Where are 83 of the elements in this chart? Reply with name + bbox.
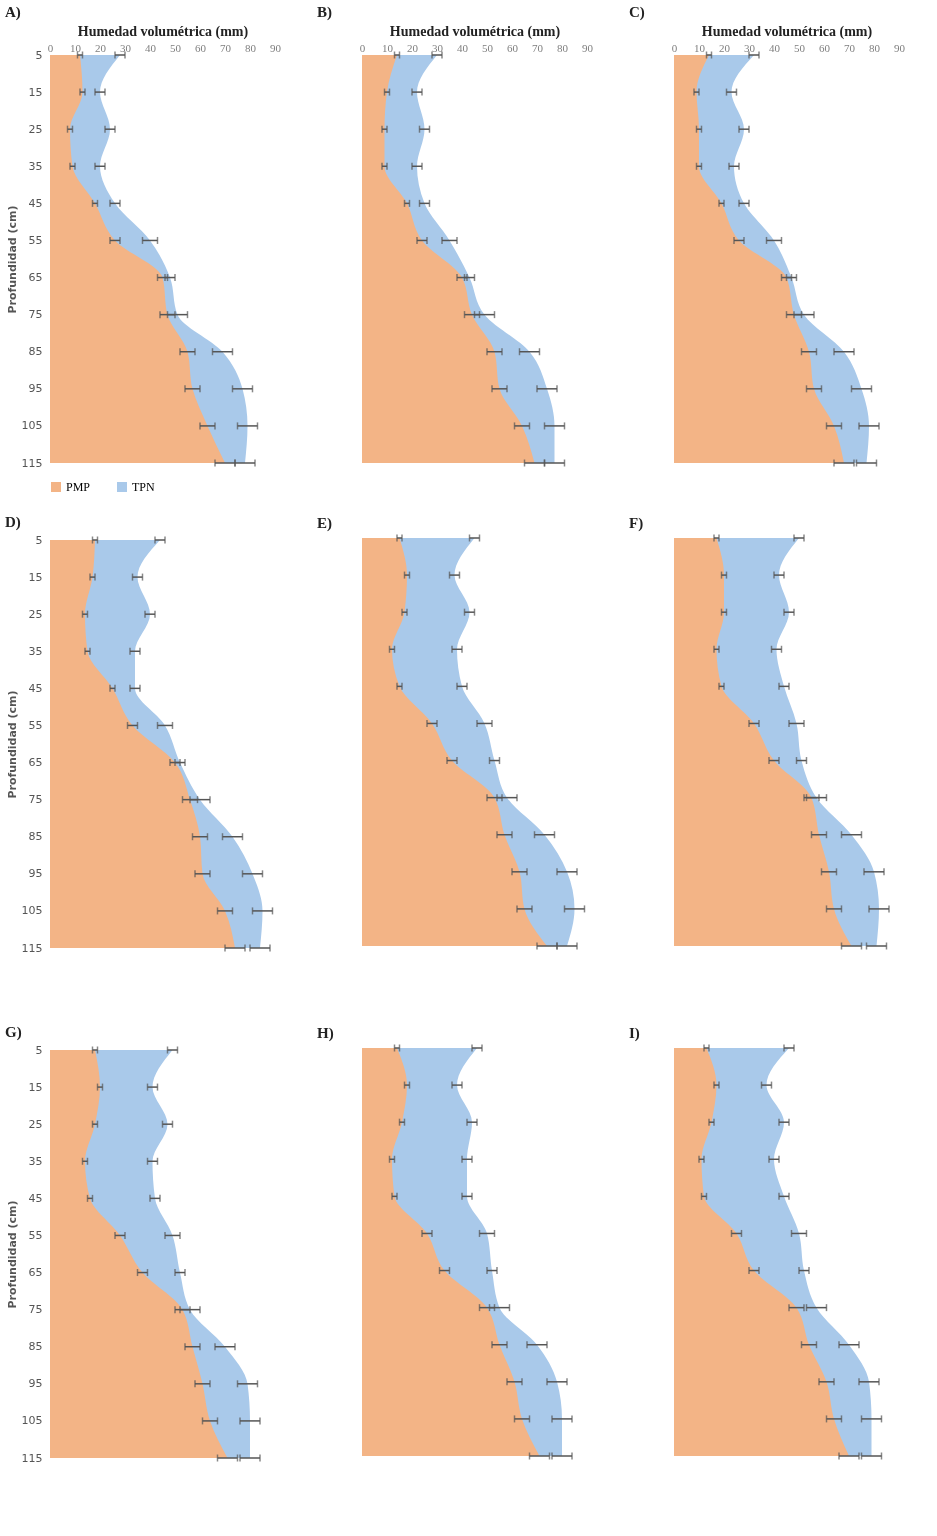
- y-tick-label: 55: [28, 233, 43, 247]
- y-tick-label: 15: [28, 85, 43, 99]
- y-tick-label: 65: [28, 1266, 43, 1280]
- y-axis-title: Profundidad (cm): [5, 690, 19, 799]
- x-tick-label: 70: [844, 41, 856, 54]
- y-tick-label: 5: [35, 1043, 43, 1057]
- x-tick-label: 0: [359, 41, 366, 54]
- y-tick-label: 75: [28, 793, 43, 807]
- x-tick-label: 30: [432, 41, 444, 54]
- x-tick-label: 0: [671, 41, 678, 54]
- x-tick-label: 70: [532, 41, 544, 54]
- x-tick-label: 10: [70, 41, 82, 54]
- x-tick-label: 70: [220, 41, 232, 54]
- chart-title: D): [5, 514, 21, 531]
- legend-label: PMP: [66, 480, 91, 494]
- chart-title: F): [629, 514, 644, 532]
- x-tick-label: 60: [507, 41, 519, 54]
- x-tick-label: 50: [482, 41, 494, 54]
- y-tick-label: 35: [28, 644, 43, 658]
- x-tick-label: 30: [744, 41, 756, 54]
- chart-title: G): [5, 1024, 22, 1041]
- x-tick-label: 20: [407, 41, 419, 54]
- y-tick-label: 105: [21, 904, 43, 918]
- y-tick-label: 115: [21, 941, 43, 955]
- chart-title: I): [629, 1024, 640, 1042]
- chart-title: C): [629, 4, 645, 21]
- y-tick-label: 105: [21, 1414, 43, 1428]
- y-tick-label: 115: [21, 456, 43, 470]
- legend-label: TPN: [132, 480, 155, 494]
- y-tick-label: 95: [28, 382, 43, 396]
- y-tick-label: 75: [28, 1303, 43, 1317]
- x-tick-label: 90: [582, 41, 594, 54]
- y-tick-label: 65: [28, 756, 43, 770]
- x-tick-label: 10: [694, 41, 706, 54]
- y-tick-label: 95: [28, 867, 43, 881]
- y-tick-label: 85: [28, 345, 43, 359]
- x-tick-label: 80: [557, 41, 569, 54]
- x-tick-label: 60: [819, 41, 831, 54]
- y-tick-label: 35: [28, 159, 43, 173]
- y-tick-label: 25: [28, 122, 43, 136]
- x-tick-label: 80: [869, 41, 881, 54]
- x-tick-label: 50: [170, 41, 182, 54]
- y-axis-title: Profundidad (cm): [5, 1200, 19, 1309]
- y-tick-label: 25: [28, 1117, 43, 1131]
- x-tick-label: 60: [195, 41, 207, 54]
- y-tick-label: 55: [28, 1228, 43, 1242]
- y-tick-label: 35: [28, 1154, 43, 1168]
- x-tick-label: 90: [894, 41, 906, 54]
- chart-title: A): [5, 4, 21, 21]
- x-tick-label: 10: [382, 41, 394, 54]
- x-tick-label: 20: [95, 41, 107, 54]
- x-tick-label: 50: [794, 41, 806, 54]
- x-tick-label: 20: [719, 41, 731, 54]
- y-tick-label: 55: [28, 718, 43, 732]
- x-tick-label: 40: [145, 41, 157, 54]
- y-tick-label: 85: [28, 830, 43, 844]
- chart-title: H): [317, 1024, 334, 1042]
- y-tick-label: 105: [21, 419, 43, 433]
- x-tick-label: 40: [769, 41, 781, 54]
- y-tick-label: 75: [28, 308, 43, 322]
- y-tick-label: 45: [28, 681, 43, 695]
- x-tick-label: 40: [457, 41, 469, 54]
- chart-title: E): [317, 514, 332, 532]
- x-tick-label: 0: [47, 41, 54, 54]
- y-tick-label: 115: [21, 1451, 43, 1465]
- x-axis-title: Humedad volumétrica (mm): [77, 23, 249, 40]
- y-tick-label: 15: [28, 570, 43, 584]
- y-tick-label: 5: [35, 48, 43, 62]
- y-axis-title: Profundidad (cm): [5, 205, 19, 314]
- y-tick-label: 65: [28, 271, 43, 285]
- y-tick-label: 25: [28, 607, 43, 621]
- x-axis-title: Humedad volumétrica (mm): [701, 23, 873, 40]
- y-tick-label: 5: [35, 533, 43, 547]
- y-tick-label: 15: [28, 1080, 43, 1094]
- y-tick-label: 85: [28, 1340, 43, 1354]
- y-tick-label: 45: [28, 1191, 43, 1205]
- chart-title: B): [317, 4, 332, 21]
- y-tick-label: 45: [28, 196, 43, 210]
- x-tick-label: 30: [120, 41, 132, 54]
- x-tick-label: 90: [270, 41, 282, 54]
- y-tick-label: 95: [28, 1377, 43, 1391]
- x-tick-label: 80: [245, 41, 257, 54]
- x-axis-title: Humedad volumétrica (mm): [389, 23, 561, 40]
